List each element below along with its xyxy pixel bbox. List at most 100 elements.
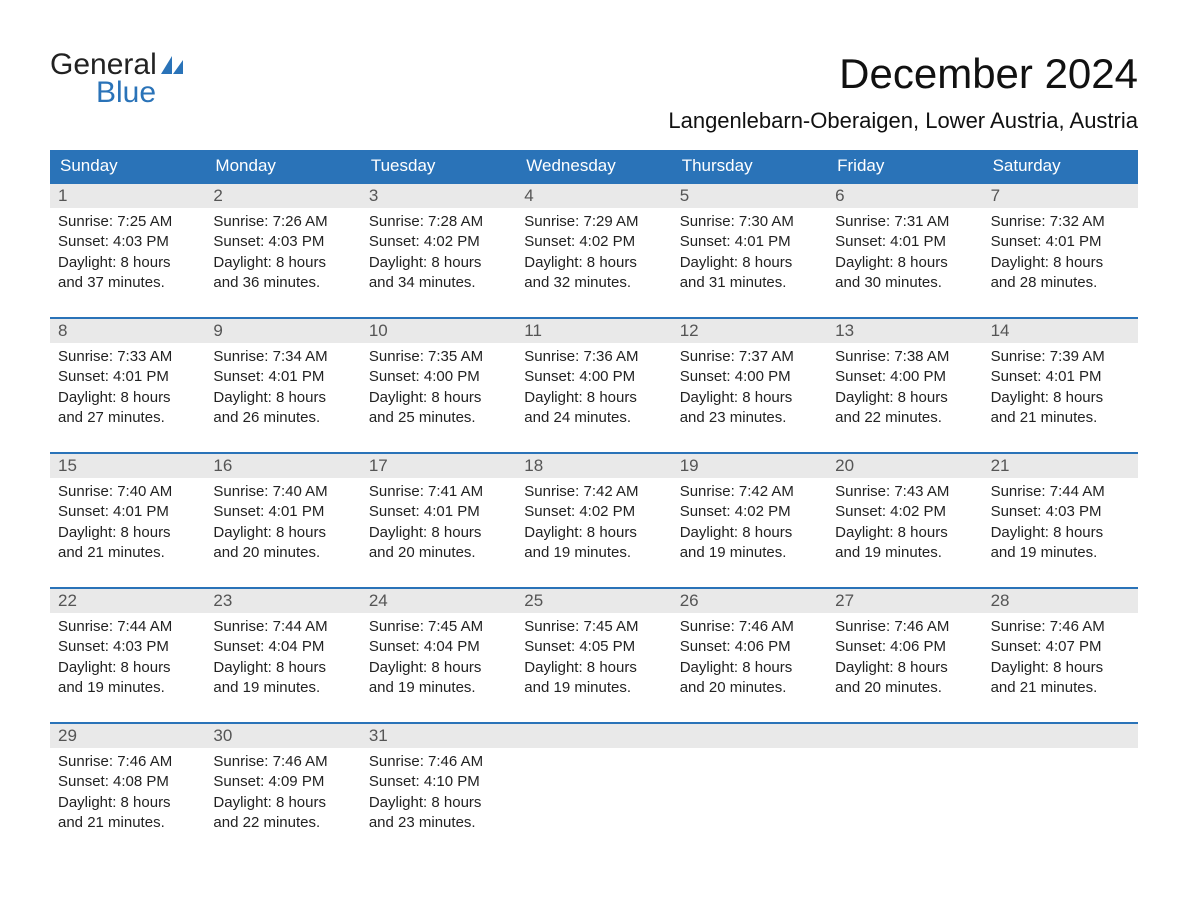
daylight-line: and 20 minutes.	[213, 543, 352, 563]
daylight-line: Daylight: 8 hours	[680, 658, 819, 678]
sunrise-line: Sunrise: 7:46 AM	[835, 617, 974, 637]
sunrise-line: Sunrise: 7:46 AM	[991, 617, 1130, 637]
day-cell: Sunrise: 7:46 AMSunset: 4:06 PMDaylight:…	[672, 613, 827, 712]
day-number: 14	[983, 319, 1138, 343]
sunset-line: Sunset: 4:01 PM	[991, 232, 1130, 252]
daylight-line: Daylight: 8 hours	[58, 523, 197, 543]
week-row: 891011121314Sunrise: 7:33 AMSunset: 4:01…	[50, 317, 1138, 442]
brand-word2: Blue	[50, 78, 156, 108]
daynum-band: 1234567	[50, 184, 1138, 208]
day-cell: Sunrise: 7:26 AMSunset: 4:03 PMDaylight:…	[205, 208, 360, 307]
daylight-line: and 21 minutes.	[58, 813, 197, 833]
daylight-line: and 26 minutes.	[213, 408, 352, 428]
sunrise-line: Sunrise: 7:26 AM	[213, 212, 352, 232]
daylight-line: Daylight: 8 hours	[680, 388, 819, 408]
daylight-line: Daylight: 8 hours	[991, 658, 1130, 678]
daynum-band: 22232425262728	[50, 589, 1138, 613]
day-number: 25	[516, 589, 671, 613]
day-cell: Sunrise: 7:46 AMSunset: 4:06 PMDaylight:…	[827, 613, 982, 712]
day-cell: Sunrise: 7:45 AMSunset: 4:04 PMDaylight:…	[361, 613, 516, 712]
sunrise-line: Sunrise: 7:45 AM	[524, 617, 663, 637]
day-cell: Sunrise: 7:40 AMSunset: 4:01 PMDaylight:…	[205, 478, 360, 577]
sunrise-line: Sunrise: 7:42 AM	[524, 482, 663, 502]
sunset-line: Sunset: 4:04 PM	[213, 637, 352, 657]
day-number: 16	[205, 454, 360, 478]
day-number	[672, 724, 827, 748]
sunset-line: Sunset: 4:02 PM	[835, 502, 974, 522]
day-number: 6	[827, 184, 982, 208]
day-number: 10	[361, 319, 516, 343]
daylight-line: and 22 minutes.	[835, 408, 974, 428]
daylight-line: and 36 minutes.	[213, 273, 352, 293]
day-cell	[672, 748, 827, 847]
daylight-line: Daylight: 8 hours	[58, 253, 197, 273]
weeks-container: 1234567Sunrise: 7:25 AMSunset: 4:03 PMDa…	[50, 182, 1138, 847]
sunrise-line: Sunrise: 7:39 AM	[991, 347, 1130, 367]
page-header: General Blue December 2024 Langenlebarn-…	[50, 50, 1138, 142]
daylight-line: Daylight: 8 hours	[369, 793, 508, 813]
daylight-line: and 19 minutes.	[524, 543, 663, 563]
daylight-line: and 20 minutes.	[835, 678, 974, 698]
daylight-line: and 30 minutes.	[835, 273, 974, 293]
day-number: 21	[983, 454, 1138, 478]
daylight-line: and 27 minutes.	[58, 408, 197, 428]
daylight-line: Daylight: 8 hours	[835, 658, 974, 678]
day-cell	[983, 748, 1138, 847]
day-cell: Sunrise: 7:33 AMSunset: 4:01 PMDaylight:…	[50, 343, 205, 442]
daylight-line: Daylight: 8 hours	[369, 388, 508, 408]
daylight-line: and 19 minutes.	[991, 543, 1130, 563]
sunrise-line: Sunrise: 7:46 AM	[213, 752, 352, 772]
daylight-line: Daylight: 8 hours	[58, 658, 197, 678]
day-number: 31	[361, 724, 516, 748]
sunrise-line: Sunrise: 7:37 AM	[680, 347, 819, 367]
daylight-line: Daylight: 8 hours	[58, 388, 197, 408]
daynum-band: 15161718192021	[50, 454, 1138, 478]
day-number: 3	[361, 184, 516, 208]
sunset-line: Sunset: 4:02 PM	[369, 232, 508, 252]
sunrise-line: Sunrise: 7:42 AM	[680, 482, 819, 502]
day-cell: Sunrise: 7:46 AMSunset: 4:08 PMDaylight:…	[50, 748, 205, 847]
sunrise-line: Sunrise: 7:29 AM	[524, 212, 663, 232]
day-number	[983, 724, 1138, 748]
daylight-line: Daylight: 8 hours	[524, 658, 663, 678]
daylight-line: and 19 minutes.	[524, 678, 663, 698]
daylight-line: and 31 minutes.	[680, 273, 819, 293]
sunset-line: Sunset: 4:03 PM	[58, 637, 197, 657]
sunset-line: Sunset: 4:01 PM	[369, 502, 508, 522]
daylight-line: and 28 minutes.	[991, 273, 1130, 293]
sunrise-line: Sunrise: 7:28 AM	[369, 212, 508, 232]
dow-cell: Wednesday	[516, 150, 671, 182]
sunset-line: Sunset: 4:01 PM	[680, 232, 819, 252]
daylight-line: Daylight: 8 hours	[991, 388, 1130, 408]
daylight-line: Daylight: 8 hours	[213, 388, 352, 408]
day-number: 30	[205, 724, 360, 748]
day-cell: Sunrise: 7:42 AMSunset: 4:02 PMDaylight:…	[516, 478, 671, 577]
sunrise-line: Sunrise: 7:46 AM	[58, 752, 197, 772]
daylight-line: and 23 minutes.	[369, 813, 508, 833]
sunrise-line: Sunrise: 7:45 AM	[369, 617, 508, 637]
daylight-line: and 37 minutes.	[58, 273, 197, 293]
sunset-line: Sunset: 4:07 PM	[991, 637, 1130, 657]
day-number	[827, 724, 982, 748]
sunset-line: Sunset: 4:01 PM	[213, 502, 352, 522]
dow-cell: Tuesday	[361, 150, 516, 182]
day-cell	[827, 748, 982, 847]
sunset-line: Sunset: 4:06 PM	[835, 637, 974, 657]
day-cell: Sunrise: 7:39 AMSunset: 4:01 PMDaylight:…	[983, 343, 1138, 442]
day-cell: Sunrise: 7:31 AMSunset: 4:01 PMDaylight:…	[827, 208, 982, 307]
day-cell: Sunrise: 7:32 AMSunset: 4:01 PMDaylight:…	[983, 208, 1138, 307]
daylight-line: and 25 minutes.	[369, 408, 508, 428]
sunrise-line: Sunrise: 7:30 AM	[680, 212, 819, 232]
daylight-line: and 19 minutes.	[213, 678, 352, 698]
sunrise-line: Sunrise: 7:33 AM	[58, 347, 197, 367]
sunset-line: Sunset: 4:01 PM	[213, 367, 352, 387]
daylight-line: Daylight: 8 hours	[58, 793, 197, 813]
daylight-line: and 21 minutes.	[991, 678, 1130, 698]
day-cell: Sunrise: 7:46 AMSunset: 4:10 PMDaylight:…	[361, 748, 516, 847]
day-number: 8	[50, 319, 205, 343]
sunset-line: Sunset: 4:02 PM	[524, 502, 663, 522]
day-cell: Sunrise: 7:45 AMSunset: 4:05 PMDaylight:…	[516, 613, 671, 712]
daylight-line: Daylight: 8 hours	[680, 253, 819, 273]
day-cell: Sunrise: 7:44 AMSunset: 4:03 PMDaylight:…	[983, 478, 1138, 577]
day-cell: Sunrise: 7:43 AMSunset: 4:02 PMDaylight:…	[827, 478, 982, 577]
